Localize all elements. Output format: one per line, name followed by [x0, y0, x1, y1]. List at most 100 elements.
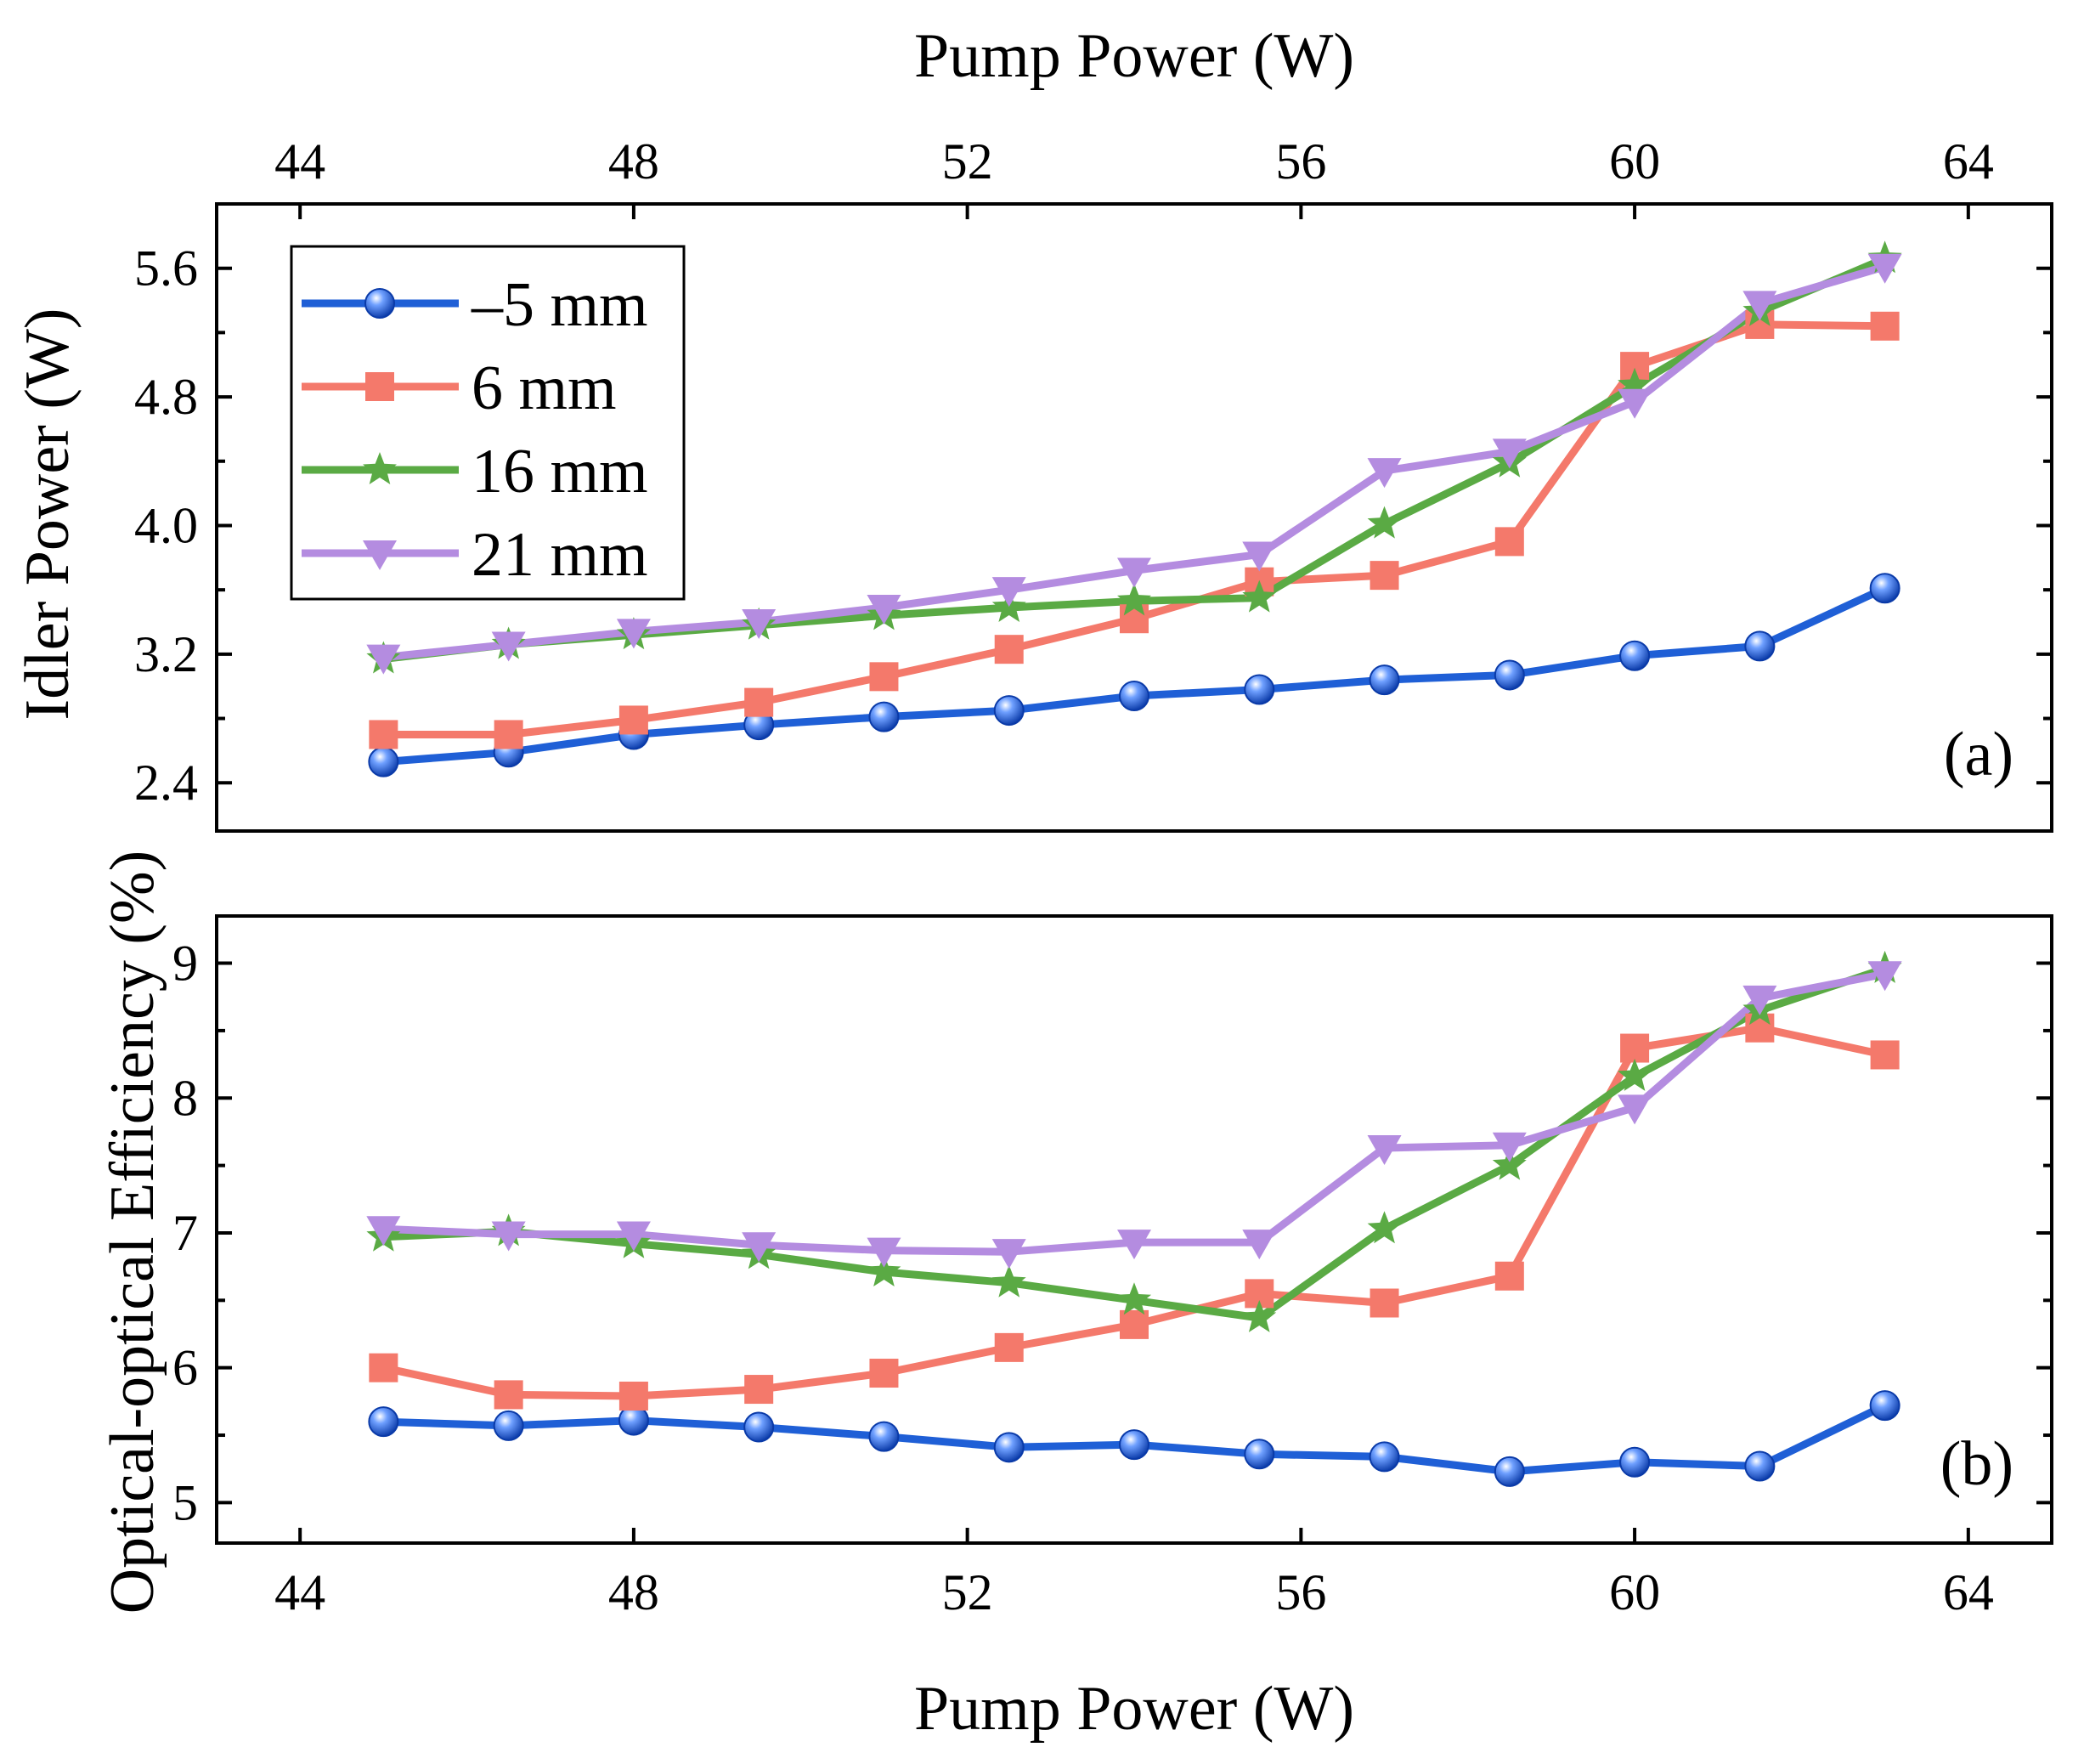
top-series-0-point	[993, 695, 1025, 727]
top-panel-label: (a)	[1944, 720, 2013, 789]
top-series-3-point	[1117, 557, 1151, 588]
bottom-panel-label: (b)	[1940, 1429, 2013, 1499]
top-series-3-point	[491, 631, 526, 662]
bottom-series-1-point	[869, 1359, 899, 1388]
bottom-series-3-point	[1867, 961, 1902, 992]
bottom-series-0-point	[1869, 1390, 1900, 1422]
top-series-0-point	[868, 701, 900, 732]
top-series-3-point	[991, 577, 1026, 608]
bottom-series-1-point	[1370, 1288, 1399, 1318]
bottom-series-2-point	[1117, 1282, 1151, 1315]
bottom-series-3-point	[1117, 1230, 1151, 1260]
bottom-series-3-point	[366, 1216, 401, 1247]
top-series-0-point	[1119, 681, 1149, 712]
top-y-tick-label: 5.6	[134, 240, 198, 297]
top-x-tick-label: 64	[1943, 133, 1994, 189]
bottom-series-1-point	[369, 1353, 398, 1382]
top-series-3-point	[1742, 291, 1777, 321]
bottom-series-3-point	[1618, 1094, 1652, 1125]
legend-label-3: 21 mm	[472, 520, 648, 590]
top-series-2-point	[1618, 367, 1652, 400]
bottom-series-1-point	[1494, 1261, 1524, 1291]
top-y-tick-label: 3.2	[134, 626, 198, 682]
bottom-series-2-point	[1492, 1147, 1527, 1180]
top-series-1-point	[1120, 604, 1149, 634]
bottom-series-2-point	[1367, 1211, 1402, 1244]
top-series-1-point	[494, 720, 523, 749]
legend-marker-2	[363, 452, 397, 484]
bottom-series-0-point	[1744, 1450, 1776, 1482]
top-series-1-point	[1494, 527, 1524, 557]
bottom-series-0-point	[743, 1411, 775, 1443]
legend: –5 mm 6 mm 16 mm 21 mm	[290, 245, 686, 601]
bottom-series-line-3	[383, 970, 1886, 1256]
bottom-series-3-point	[1367, 1134, 1402, 1165]
top-series-3-point	[1618, 388, 1652, 419]
top-x-tick-label: 44	[274, 133, 325, 189]
bottom-y-axis-title: Optical-optical Efficiency (%)	[98, 851, 167, 1614]
bottom-series-3-point	[1492, 1132, 1527, 1162]
bottom-x-tick-label: 56	[1275, 1564, 1326, 1620]
bottom-series-1-point	[618, 1382, 648, 1411]
top-x-axis-title: Pump Power (W)	[914, 21, 1354, 91]
top-series-0-point	[1619, 640, 1651, 671]
bottom-y-tick-label: 8	[172, 1070, 198, 1126]
top-series-0-point	[1369, 664, 1400, 696]
top-series-1-point	[869, 662, 899, 692]
top-series-0-point	[1494, 659, 1525, 691]
top-series-1-point	[369, 720, 398, 749]
top-x-tick-label: 60	[1609, 133, 1660, 189]
top-series-3-point	[1492, 438, 1527, 469]
bottom-series-0-point	[1494, 1456, 1525, 1487]
top-plot-frame	[215, 202, 2053, 833]
bottom-series-0-point	[368, 1406, 399, 1438]
bottom-series-1-point	[994, 1332, 1024, 1362]
top-x-tick-label: 48	[608, 133, 659, 189]
top-panel: 44 48 52 56 60 64 2.4 3.2 4.0 4.8 5.6	[134, 133, 2052, 811]
bottom-series-1-point	[1120, 1309, 1149, 1339]
legend-label-1: 6 mm	[472, 353, 617, 423]
top-series-3-point	[616, 619, 651, 649]
top-series-3-point	[1367, 458, 1402, 489]
bottom-y-tick-label: 6	[172, 1340, 198, 1396]
bottom-series-3-point	[742, 1232, 777, 1263]
legend-marker-1	[365, 372, 394, 401]
bottom-series-3-point	[1742, 985, 1777, 1015]
bottom-series-1-point	[744, 1375, 774, 1405]
top-y-tick-label: 2.4	[134, 755, 198, 811]
legend-label-0: –5 mm	[471, 270, 648, 340]
bottom-y-tick-label: 9	[172, 936, 198, 992]
bottom-x-tick-label: 60	[1609, 1564, 1660, 1620]
bottom-series-0-point	[493, 1410, 524, 1441]
bottom-x-tick-label: 44	[274, 1564, 325, 1620]
bottom-series-0-point	[1244, 1439, 1275, 1470]
bottom-series-0-point	[868, 1421, 900, 1452]
bottom-x-axis-title: Pump Power (W)	[914, 1674, 1354, 1744]
bottom-x-tick-label: 48	[608, 1564, 659, 1620]
top-series-3-point	[867, 594, 901, 625]
bottom-series-3-point	[867, 1237, 901, 1268]
legend-label-2: 16 mm	[472, 437, 648, 506]
legend-marker-0	[364, 288, 395, 319]
bottom-series-line-2	[383, 964, 1887, 1322]
bottom-series-1-point	[1870, 1040, 1900, 1070]
top-series-1-point	[618, 705, 648, 735]
legend-marker-3	[363, 540, 397, 570]
bottom-series-3-point	[491, 1221, 526, 1252]
bottom-series-2-point	[1618, 1058, 1652, 1091]
top-series-2-point	[1242, 580, 1277, 613]
bottom-series-2-point	[1242, 1300, 1277, 1332]
bottom-series-3-point	[1242, 1230, 1277, 1260]
bottom-plot-frame	[215, 914, 2053, 1545]
top-series-1-point	[1870, 311, 1900, 341]
bottom-series-0-point	[993, 1432, 1025, 1463]
bottom-series-3-point	[991, 1239, 1026, 1269]
bottom-x-tick-label: 64	[1943, 1564, 1994, 1620]
bottom-series-0-point	[1619, 1446, 1651, 1478]
bottom-series-1-point	[1620, 1033, 1650, 1063]
top-series-2-point	[1117, 583, 1151, 616]
top-series-3-point	[742, 609, 777, 639]
top-series-0-point	[1744, 630, 1776, 662]
top-y-tick-label: 4.0	[134, 497, 198, 553]
